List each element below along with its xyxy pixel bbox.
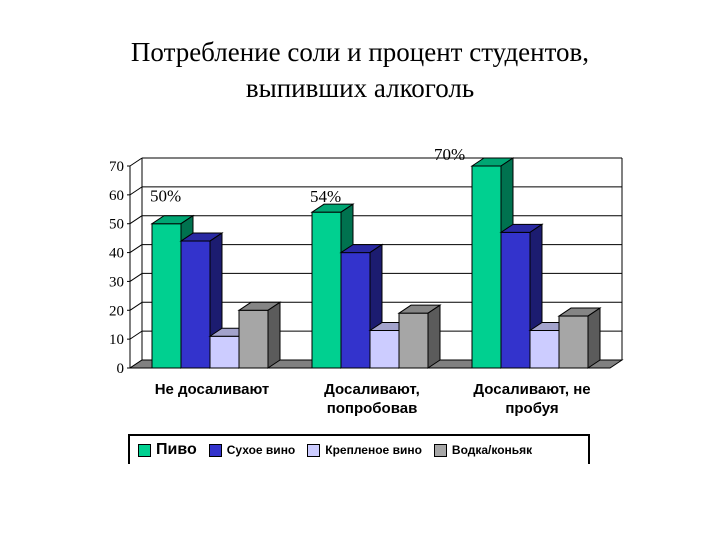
chart-title: Потребление соли и процент студентов, вы… — [0, 34, 720, 106]
y-tick-label: 20 — [109, 303, 124, 319]
legend-item: Пиво — [138, 441, 197, 459]
data-label: 70% — [434, 145, 465, 164]
grid-diagonal — [129, 301, 143, 311]
y-tick-label: 40 — [109, 246, 124, 262]
x-category-label: Не досаливают — [155, 381, 270, 398]
grid-diagonal — [129, 186, 143, 196]
bar-2-2 — [340, 252, 371, 369]
bar-2-1 — [180, 240, 211, 369]
legend-label: Водка/коньяк — [451, 443, 533, 457]
legend-swatch — [307, 443, 321, 457]
legend: Пиво Сухое вино Крепленое вино Водка/коньяк — [128, 434, 590, 464]
grid-diagonal — [129, 244, 143, 253]
bar-side-4-3 — [587, 307, 601, 369]
x-category-label: Досаливают, попробовав — [324, 381, 420, 417]
legend-label: Пиво — [156, 441, 197, 458]
bar-1-2 — [311, 211, 342, 369]
grid-diagonal — [129, 273, 143, 282]
bar-1-3 — [471, 165, 502, 369]
grid-diagonal — [129, 330, 143, 340]
bar-2-3 — [500, 231, 531, 369]
y-tick-label: 50 — [109, 217, 124, 233]
legend-item: Крепленое вино — [307, 443, 422, 457]
bar-1-1 — [151, 223, 182, 369]
bar-side-4-1 — [267, 301, 281, 369]
chart-title-line2: выпивших алкоголь — [245, 73, 475, 103]
x-category-label: Досаливают, не пробуя — [473, 381, 590, 417]
grid-diagonal — [129, 215, 143, 225]
chart-title-line1: Потребление соли и процент студентов, — [130, 37, 590, 67]
y-tick-label: 10 — [109, 332, 124, 348]
legend-label: Крепленое вино — [325, 443, 422, 457]
bar-3-2 — [369, 329, 400, 369]
bar-3-1 — [209, 335, 240, 369]
grid-diagonal — [129, 157, 143, 167]
bar-4-1 — [238, 309, 269, 369]
bar-side-4-2 — [427, 304, 441, 369]
bar-4-3 — [558, 315, 589, 369]
data-label: 54% — [310, 187, 341, 206]
bar-3-3 — [529, 329, 560, 369]
legend-swatch — [138, 443, 151, 457]
y-tick-label: 60 — [109, 188, 124, 204]
y-tick-label: 70 — [109, 159, 124, 175]
legend-item: Водка/коньяк — [433, 443, 533, 457]
legend-item: Сухое вино — [208, 443, 296, 457]
legend-swatch — [433, 443, 447, 457]
bar-4-2 — [398, 312, 429, 369]
legend-label: Сухое вино — [226, 443, 296, 457]
data-label: 50% — [150, 187, 181, 206]
y-tick-label: 0 — [117, 361, 125, 377]
legend-swatch — [208, 443, 222, 457]
y-tick-label: 30 — [109, 274, 124, 290]
